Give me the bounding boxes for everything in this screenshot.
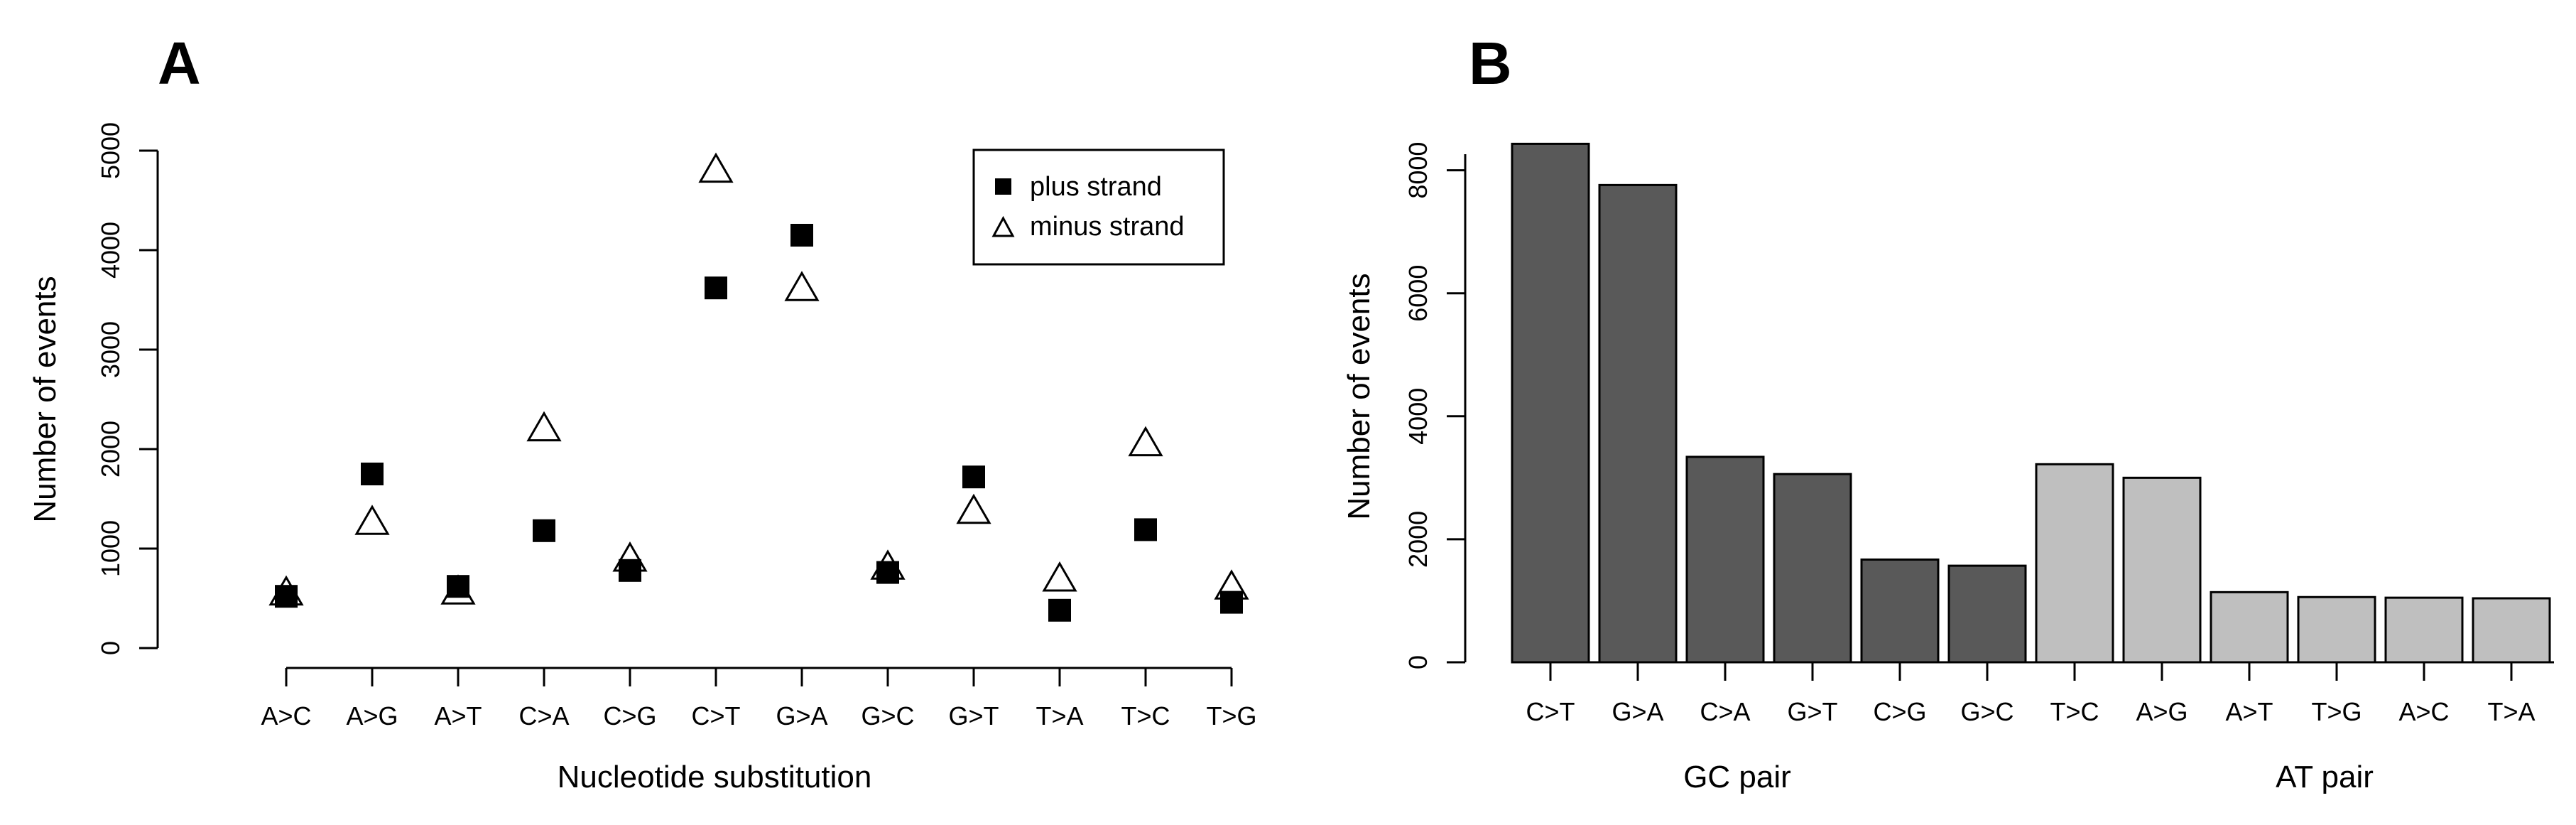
y-tick-label: 5000 (96, 122, 125, 179)
y-tick-label: 3000 (96, 321, 125, 378)
bar-at (2472, 597, 2551, 664)
x-tick-label: C>A (518, 701, 569, 730)
x-tick-label: T>C (1121, 701, 1170, 730)
y-tick-label: 2000 (96, 421, 125, 478)
x-tick-label: G>C (1960, 697, 2013, 726)
legend-label-minus: minus strand (1030, 212, 1185, 242)
legend-a: plus strand minus strand (972, 149, 1225, 266)
point-plus-strand (447, 575, 469, 598)
x-tick-label: C>T (691, 701, 740, 730)
point-minus-strand (1214, 569, 1249, 600)
x-axis-title-a: Nucleotide substitution (558, 760, 872, 794)
point-plus-strand (533, 519, 555, 542)
x-tick-label: G>A (1612, 697, 1663, 726)
point-plus-strand (1048, 598, 1071, 622)
point-minus-strand (698, 152, 734, 183)
bar-at (2035, 463, 2114, 664)
point-minus-strand (354, 505, 390, 535)
data-points-a (268, 152, 1249, 622)
x-tick-label: A>G (2136, 697, 2188, 726)
bar-gc (1598, 183, 1678, 664)
scatter-panel-a: A 0 1000 2000 3000 4000 5000 A>C A>G A>T C>A C>G C… (28, 30, 1257, 794)
x-tick-label: A>T (434, 701, 482, 730)
panel-label-a: A (158, 30, 201, 97)
point-minus-strand (612, 541, 648, 572)
bars-b (1511, 142, 2551, 664)
x-tick-label: T>G (1206, 701, 1256, 730)
group-label-gc: GC pair (1683, 760, 1791, 794)
x-tick-label: G>T (948, 701, 999, 730)
x-tick-label: G>T (1787, 697, 1837, 726)
x-tick-label: A>G (346, 701, 398, 730)
x-tick-label: T>A (1036, 701, 1083, 730)
y-tick-label: 0 (96, 641, 125, 655)
point-minus-strand (268, 575, 304, 606)
x-tick-label: A>T (2225, 697, 2273, 726)
point-minus-strand (440, 574, 476, 605)
point-minus-strand (784, 271, 820, 301)
bar-gc (1685, 455, 1765, 664)
group-label-at: AT pair (2276, 760, 2374, 794)
y-ticks-b: 0 2000 4000 6000 8000 (1403, 142, 1465, 669)
point-plus-strand (705, 276, 727, 300)
bar-at (2210, 591, 2289, 664)
bar-at (2122, 476, 2202, 664)
point-plus-strand (1220, 591, 1243, 614)
bar-gc (1860, 558, 1940, 664)
bar-at (2384, 596, 2464, 664)
y-tick-label: 2000 (1403, 511, 1433, 568)
point-minus-strand (526, 411, 562, 442)
x-tick-label: A>C (2398, 697, 2449, 726)
bar-gc (1773, 473, 1852, 664)
bar-at (2297, 595, 2376, 664)
x-tick-label: T>C (2050, 697, 2099, 726)
x-tick-label: T>G (2311, 697, 2362, 726)
x-ticks-b: C>T G>A C>A G>T C>G G>C T>C A>G A>T T>G A>C T>A (1526, 662, 2536, 726)
x-tick-label: C>G (603, 701, 656, 730)
panel-label-b: B (1469, 30, 1512, 97)
point-plus-strand (361, 463, 384, 485)
point-minus-strand (1128, 426, 1163, 457)
y-axis-title-a: Number of events (28, 276, 63, 522)
y-tick-label: 8000 (1403, 142, 1433, 199)
point-minus-strand (870, 549, 906, 580)
y-tick-label: 0 (1403, 655, 1433, 669)
point-minus-strand (1042, 561, 1077, 592)
x-tick-label: G>A (776, 701, 827, 730)
legend-box (972, 149, 1225, 266)
y-tick-label: 6000 (1403, 265, 1433, 322)
bar-gc (1947, 564, 2027, 664)
x-tick-label: A>C (261, 701, 311, 730)
legend-marker-minus (991, 215, 1015, 237)
x-ticks-a: A>C A>G A>T C>A C>G C>T G>A G>C G>T T>A T>C T>G (261, 668, 1257, 730)
y-tick-label: 4000 (96, 222, 125, 279)
x-tick-label: G>C (861, 701, 914, 730)
y-axis-title-b: Number of events (1342, 273, 1376, 519)
y-tick-label: 4000 (1403, 388, 1433, 445)
legend-marker-plus (995, 178, 1011, 195)
y-ticks-a: 0 1000 2000 3000 4000 5000 (96, 122, 158, 655)
point-plus-strand (1134, 518, 1157, 541)
x-tick-label: C>G (1873, 697, 1926, 726)
point-plus-strand (962, 465, 985, 489)
x-tick-label: C>T (1526, 697, 1575, 726)
legend-label-plus: plus strand (1030, 172, 1162, 202)
point-plus-strand (790, 224, 813, 247)
x-tick-label: T>A (2487, 697, 2535, 726)
x-tick-label: C>A (1700, 697, 1750, 726)
bar-panel-b: B 0 2000 4000 6000 8000 C>T G>A C>A G>T C>G G>C T>… (1342, 30, 2554, 794)
y-tick-label: 1000 (96, 520, 125, 577)
bar-gc (1511, 142, 1590, 664)
point-minus-strand (956, 493, 991, 524)
